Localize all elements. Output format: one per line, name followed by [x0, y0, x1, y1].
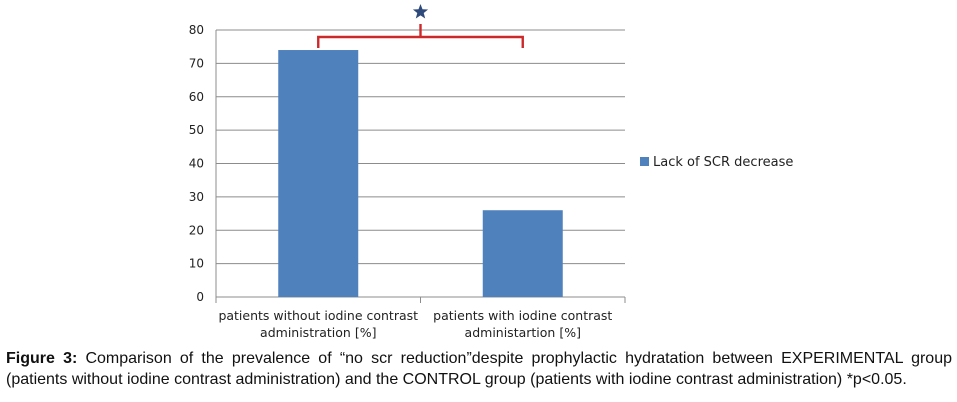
x-category-label-1: patients with iodine contrast administart…	[433, 308, 612, 340]
bar-1	[482, 210, 563, 297]
y-tick-label-80: 80	[189, 23, 204, 37]
y-tick-label-10: 10	[189, 257, 204, 271]
y-tick-label-70: 70	[189, 56, 204, 70]
legend: Lack of SCR decrease	[640, 155, 793, 170]
y-tick-label-0: 0	[196, 290, 204, 304]
x-category-label-0: patients without iodine contrast administ…	[218, 308, 418, 340]
x-category-label-1-line-0: patients with iodine contrast	[433, 308, 612, 323]
gridlines	[216, 29, 625, 265]
bars	[278, 50, 563, 298]
x-category-label-1-line-1: administartion [%]	[465, 325, 581, 340]
y-tick-label-60: 60	[189, 90, 204, 104]
category-labels: patients without iodine contrast administ…	[218, 308, 612, 340]
bar-0	[278, 50, 359, 298]
y-tick-label-40: 40	[189, 157, 204, 171]
caption-label: Figure 3:	[6, 350, 78, 367]
figure-caption: Figure 3: Comparison of the prevalence o…	[6, 348, 952, 390]
significance-bracket	[317, 35, 524, 48]
significance-star-icon	[412, 4, 429, 19]
caption-text: Comparison of the prevalence of “no scr …	[6, 350, 953, 388]
bar-chart: 0 10 20 30 40 50 60 70 80 patients without iodin…	[189, 4, 793, 340]
significance-annotation	[317, 4, 524, 48]
y-tick-label-50: 50	[189, 123, 204, 137]
x-category-label-0-line-0: patients without iodine contrast	[218, 308, 418, 323]
legend-label: Lack of SCR decrease	[653, 155, 793, 170]
y-tick-label-20: 20	[189, 223, 204, 237]
x-category-label-0-line-1: administration [%]	[260, 325, 376, 340]
y-tick-label-30: 30	[189, 190, 204, 204]
legend-swatch	[640, 157, 649, 166]
